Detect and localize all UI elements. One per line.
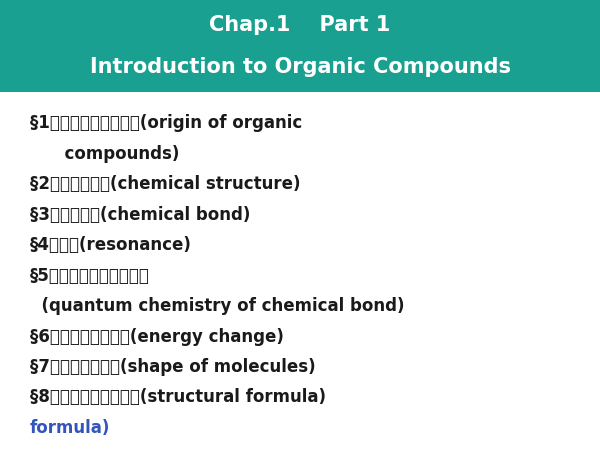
Text: §2　化学構造式(chemical structure): §2 化学構造式(chemical structure) [30, 175, 301, 193]
Text: §5　化学結合の量子化学: §5 化学結合の量子化学 [30, 266, 150, 285]
Text: Chap.1    Part 1: Chap.1 Part 1 [209, 15, 391, 35]
Text: §4　共鳴(resonance): §4 共鳴(resonance) [30, 236, 192, 254]
Text: §3　化学結合(chemical bond): §3 化学結合(chemical bond) [30, 206, 250, 224]
Text: §8　構造式の略式表現(structural formula): §8 構造式の略式表現(structural formula) [30, 388, 326, 406]
Text: formula): formula) [30, 419, 110, 437]
Text: Introduction to Organic Compounds: Introduction to Organic Compounds [89, 57, 511, 77]
Text: §1　有機化合物の起源(origin of organic: §1 有機化合物の起源(origin of organic [30, 114, 302, 132]
Bar [0, 0, 600, 92]
Text: §7　分子のかたち(shape of molecules): §7 分子のかたち(shape of molecules) [30, 358, 316, 376]
Text: §6　エネルギー変化(energy change): §6 エネルギー変化(energy change) [30, 328, 284, 346]
Text: (quantum chemistry of chemical bond): (quantum chemistry of chemical bond) [30, 297, 404, 315]
Text: compounds): compounds) [30, 145, 179, 163]
